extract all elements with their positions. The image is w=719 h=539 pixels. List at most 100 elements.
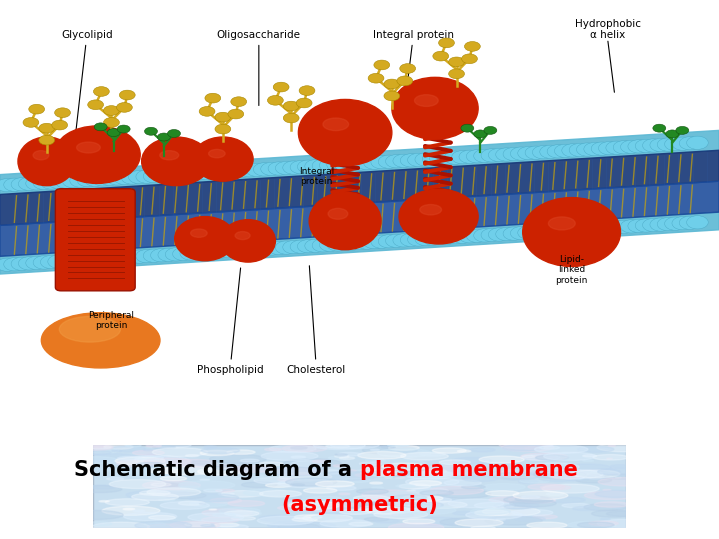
Circle shape	[265, 448, 282, 451]
Circle shape	[470, 448, 495, 452]
Circle shape	[597, 444, 650, 452]
Circle shape	[136, 250, 157, 263]
Circle shape	[527, 522, 567, 528]
Circle shape	[202, 245, 224, 259]
Circle shape	[312, 239, 334, 252]
Circle shape	[99, 501, 109, 502]
Circle shape	[657, 138, 679, 151]
Circle shape	[388, 445, 408, 448]
Circle shape	[260, 462, 283, 466]
Circle shape	[39, 123, 55, 133]
Circle shape	[218, 493, 234, 495]
Circle shape	[312, 469, 342, 474]
Circle shape	[114, 171, 135, 184]
Circle shape	[611, 465, 628, 467]
Circle shape	[355, 474, 373, 476]
Circle shape	[496, 519, 505, 520]
Circle shape	[186, 454, 199, 457]
Ellipse shape	[221, 220, 275, 262]
Circle shape	[415, 153, 436, 166]
Circle shape	[205, 93, 221, 103]
Circle shape	[278, 523, 319, 530]
Circle shape	[216, 524, 248, 529]
Circle shape	[118, 457, 142, 460]
Circle shape	[436, 490, 491, 498]
Circle shape	[232, 466, 275, 472]
Circle shape	[587, 475, 600, 477]
Circle shape	[147, 488, 201, 496]
Circle shape	[448, 499, 504, 508]
Circle shape	[156, 491, 190, 496]
Circle shape	[485, 490, 519, 496]
Circle shape	[142, 481, 201, 490]
Circle shape	[636, 219, 657, 232]
Circle shape	[119, 90, 135, 100]
Circle shape	[195, 167, 216, 179]
Circle shape	[620, 140, 642, 154]
Circle shape	[371, 156, 393, 169]
Circle shape	[75, 457, 118, 464]
Circle shape	[268, 241, 290, 254]
Circle shape	[523, 454, 560, 460]
Circle shape	[0, 178, 18, 192]
Circle shape	[149, 491, 156, 492]
Circle shape	[374, 510, 428, 519]
Circle shape	[356, 156, 377, 170]
Circle shape	[165, 248, 187, 261]
Circle shape	[313, 441, 365, 450]
Circle shape	[403, 519, 435, 524]
Ellipse shape	[54, 126, 140, 183]
Circle shape	[367, 471, 410, 477]
Ellipse shape	[298, 100, 392, 166]
Circle shape	[260, 515, 301, 522]
Circle shape	[533, 471, 586, 479]
Circle shape	[582, 460, 594, 461]
Circle shape	[549, 497, 585, 503]
Circle shape	[168, 129, 180, 137]
Circle shape	[320, 507, 329, 508]
Circle shape	[357, 489, 388, 494]
Circle shape	[129, 170, 150, 184]
Circle shape	[288, 501, 340, 509]
Circle shape	[267, 522, 306, 528]
Circle shape	[278, 506, 303, 510]
Circle shape	[584, 222, 605, 235]
Circle shape	[525, 447, 542, 450]
Circle shape	[232, 164, 253, 177]
Circle shape	[279, 473, 331, 481]
Circle shape	[370, 482, 383, 484]
Circle shape	[290, 161, 312, 174]
Circle shape	[298, 160, 319, 174]
Circle shape	[291, 461, 331, 467]
Ellipse shape	[160, 150, 179, 160]
Circle shape	[400, 154, 422, 167]
Circle shape	[63, 254, 84, 267]
Circle shape	[265, 483, 292, 487]
Circle shape	[545, 469, 603, 479]
Circle shape	[518, 147, 539, 160]
Circle shape	[608, 445, 615, 446]
Circle shape	[356, 469, 367, 471]
Circle shape	[502, 443, 554, 452]
Circle shape	[310, 506, 363, 514]
Circle shape	[342, 157, 363, 171]
Circle shape	[122, 171, 143, 184]
Circle shape	[132, 450, 164, 455]
Circle shape	[577, 446, 614, 452]
Circle shape	[226, 510, 261, 516]
Circle shape	[239, 164, 260, 177]
Circle shape	[185, 522, 211, 527]
Circle shape	[572, 507, 597, 510]
Circle shape	[83, 453, 138, 462]
Circle shape	[650, 218, 672, 231]
Circle shape	[173, 168, 194, 181]
Circle shape	[687, 136, 708, 149]
Circle shape	[107, 129, 120, 136]
Circle shape	[134, 456, 190, 465]
Circle shape	[672, 217, 694, 230]
Circle shape	[503, 445, 543, 451]
Circle shape	[312, 503, 326, 505]
Circle shape	[114, 251, 135, 264]
Circle shape	[209, 454, 266, 464]
Circle shape	[518, 480, 538, 483]
